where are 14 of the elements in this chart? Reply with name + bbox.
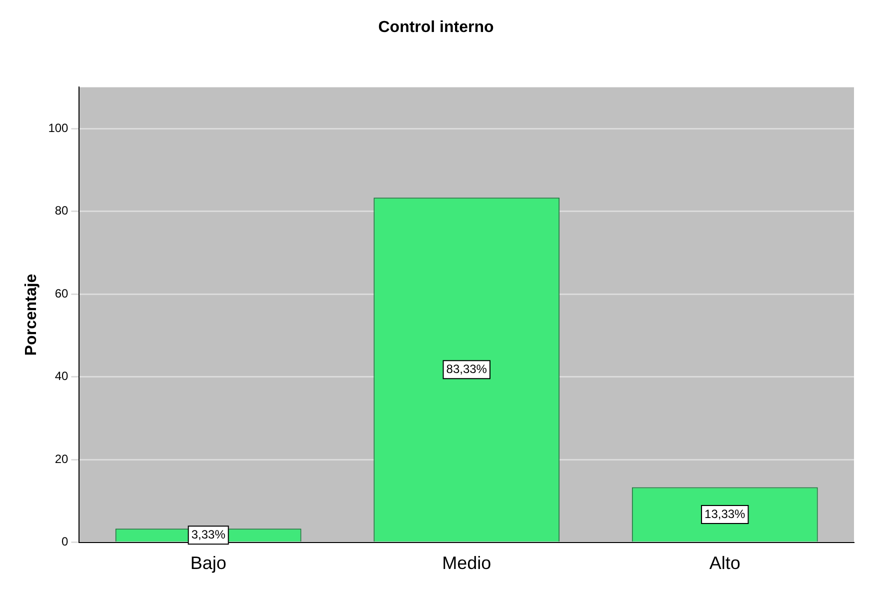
chart-title: Control interno: [378, 19, 494, 36]
y-axis-title: Porcentaje: [23, 274, 40, 356]
data-label: 3,33%: [191, 527, 226, 542]
x-tick-label: Alto: [709, 553, 740, 574]
x-tick-label: Bajo: [190, 553, 226, 574]
y-tick-label: 20: [54, 452, 69, 466]
data-label: 83,33%: [446, 362, 488, 376]
y-tick-label: 100: [48, 120, 69, 135]
y-tick-label: 0: [62, 534, 69, 549]
y-tick-label: 60: [54, 286, 69, 300]
x-tick-label: Medio: [442, 553, 492, 574]
y-tick-label: 80: [54, 204, 69, 218]
data-label: 13,33%: [704, 506, 746, 521]
y-tick-label: 40: [54, 369, 69, 384]
